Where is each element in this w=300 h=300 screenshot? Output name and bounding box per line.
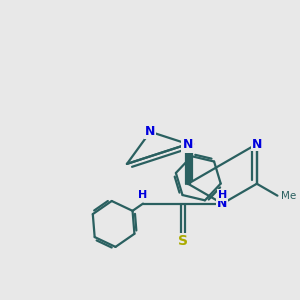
Text: H: H <box>218 190 227 200</box>
Text: O: O <box>182 138 194 152</box>
Text: N: N <box>145 125 155 138</box>
Text: S: S <box>178 234 188 248</box>
Text: N: N <box>217 197 228 210</box>
Text: H: H <box>138 190 148 200</box>
Text: N: N <box>252 137 262 151</box>
Text: N: N <box>183 137 193 151</box>
Text: Me: Me <box>281 191 297 201</box>
